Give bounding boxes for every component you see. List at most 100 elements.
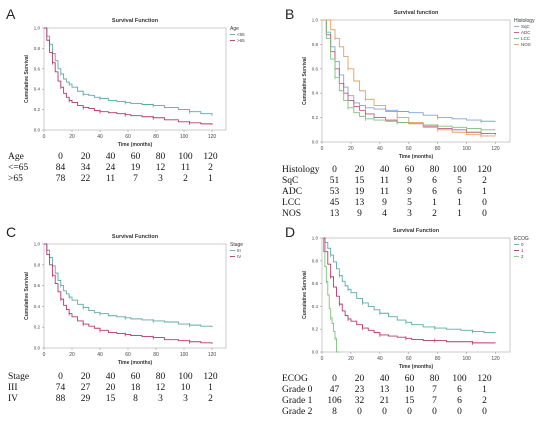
x-tick-label: 40: [377, 356, 383, 362]
risk-count: 60: [404, 165, 415, 175]
risk-count: 2: [208, 163, 213, 173]
risk-count: 120: [203, 152, 218, 162]
risk-count: 120: [477, 165, 492, 175]
legend-label: LCC: [521, 36, 531, 41]
risk-count: 9: [407, 176, 412, 186]
risk-count: 12: [155, 163, 166, 173]
x-tick-label: 0: [321, 146, 324, 152]
risk-count: 0: [58, 372, 63, 382]
legend-label: SqC: [521, 24, 531, 29]
risk-count: 1: [457, 198, 462, 208]
risk-table-ecog: ECOG 0 20 40 60 80 100 120 Grade 0 47 23 13 10 7 6 1 Gra…: [282, 374, 497, 418]
risk-count: 60: [130, 372, 141, 382]
legend-label: 2: [521, 254, 524, 259]
risk-row-label: ECOG: [282, 374, 308, 384]
risk-table-row: >65 78 22 11 7 3 2 1: [8, 174, 223, 185]
risk-count: 80: [155, 372, 166, 382]
risk-table-stage: Stage 0 20 40 60 80 100 120 III 74 27 20 18 12 10 1 IV 88…: [8, 372, 223, 405]
risk-row-label: SqC: [282, 176, 299, 186]
risk-count: 13: [379, 385, 390, 395]
risk-row-label: Age: [8, 152, 24, 162]
series-line-2: [322, 237, 340, 353]
x-tick-label: 40: [377, 146, 383, 152]
x-tick-label: 120: [208, 352, 217, 358]
risk-count: 20: [354, 165, 365, 175]
survival-chart-age: Survival Function 0.0 0.2 0.4 0.6 0.8 1.0 0 20 40…: [24, 18, 245, 148]
risk-count: 3: [407, 209, 412, 219]
risk-count: 9: [407, 187, 412, 197]
chart-title: Survival Function: [112, 18, 159, 24]
risk-count: 11: [105, 174, 116, 184]
risk-count: 15: [354, 176, 365, 186]
risk-row-label: Histology: [282, 165, 320, 175]
risk-count: 19: [130, 163, 141, 173]
y-tick-label: 0.0: [34, 128, 41, 133]
risk-count: 0: [482, 198, 487, 208]
risk-count: 9: [357, 209, 362, 219]
y-tick-label: 0.6: [34, 283, 41, 288]
x-tick-label: 100: [180, 134, 189, 140]
series-line-SqC: [322, 19, 496, 122]
legend-label: 0: [521, 242, 524, 247]
risk-count: 7: [432, 396, 437, 406]
legend-label: NOS: [521, 42, 531, 47]
risk-table-row: <=65 84 34 24 19 12 11 2: [8, 163, 223, 174]
x-tick-label: 40: [97, 352, 103, 358]
risk-table-row: III 74 27 20 18 12 10 1: [8, 383, 223, 394]
x-tick-label: 80: [435, 356, 441, 362]
y-tick-label: 1.0: [34, 242, 41, 247]
risk-count: 78: [55, 174, 66, 184]
x-tick-label: 60: [406, 356, 412, 362]
risk-count: 11: [379, 187, 390, 197]
risk-count: 8: [133, 394, 138, 404]
risk-count: 1: [457, 209, 462, 219]
y-axis-label: Cumulative Survival: [24, 271, 30, 319]
y-tick-label: 0.2: [312, 327, 319, 332]
risk-row-label: Grade 2: [282, 407, 313, 417]
risk-count: 6: [457, 187, 462, 197]
x-axis-label: Time (months): [399, 154, 434, 160]
x-tick-label: 20: [69, 134, 75, 140]
legend-label: III: [237, 248, 241, 253]
legend-title: Age: [230, 26, 239, 32]
risk-count: 0: [332, 165, 337, 175]
risk-row-label: Grade 1: [282, 396, 313, 406]
y-tick-label: 0.6: [312, 281, 319, 286]
y-tick-label: 0.8: [34, 262, 41, 267]
y-tick-label: 0.8: [312, 258, 319, 263]
risk-count: 106: [327, 396, 342, 406]
x-tick-label: 60: [125, 134, 131, 140]
risk-count: 7: [432, 385, 437, 395]
risk-count: 2: [482, 176, 487, 186]
risk-count: 45: [329, 198, 340, 208]
risk-count: 8: [332, 407, 337, 417]
plot-frame: [43, 27, 227, 131]
risk-row-label: III: [8, 383, 18, 393]
risk-count: 100: [178, 372, 193, 382]
risk-count: 84: [55, 163, 66, 173]
risk-count: 6: [457, 396, 462, 406]
risk-table-row: LCC 45 13 9 5 1 1 0: [282, 198, 497, 209]
risk-count: 3: [158, 174, 163, 184]
y-tick-label: 0.2: [312, 115, 319, 120]
y-tick-label: 1.0: [312, 18, 319, 23]
risk-table-row: Grade 2 8 0 0 0 0 0 0: [282, 407, 497, 418]
risk-count: 11: [379, 176, 390, 186]
risk-table-header: Stage 0 20 40 60 80 100 120: [8, 372, 223, 383]
risk-count: 3: [183, 394, 188, 404]
risk-count: 29: [80, 394, 91, 404]
series-line-NOS: [322, 19, 496, 137]
risk-count: 1: [208, 174, 213, 184]
risk-count: 15: [404, 396, 415, 406]
risk-count: 1: [208, 383, 213, 393]
plot-frame: [43, 243, 227, 349]
risk-count: 60: [404, 374, 415, 384]
risk-table-row: ADC 53 19 11 9 6 6 1: [282, 187, 497, 198]
y-tick-label: 0.6: [312, 66, 319, 71]
risk-count: 80: [429, 374, 440, 384]
y-tick-label: 0.8: [312, 42, 319, 47]
risk-count: 0: [482, 209, 487, 219]
survival-chart-stage: Survival Function 0.0 0.2 0.4 0.6 0.8 1.0 0 20 40…: [24, 234, 243, 366]
x-tick-label: 0: [321, 356, 324, 362]
x-tick-label: 100: [462, 356, 471, 362]
